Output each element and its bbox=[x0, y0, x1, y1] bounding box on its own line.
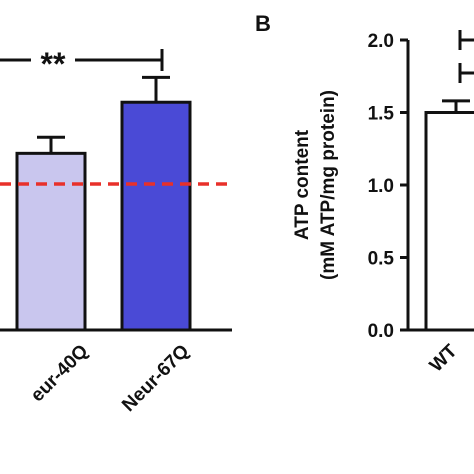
panel-b-bars: WT bbox=[424, 99, 474, 376]
x-tick-label-67q: Neur-67Q bbox=[118, 341, 193, 416]
bar-1 bbox=[120, 100, 192, 332]
panel-a-chart: ** eur-40Q Neur-67Q bbox=[0, 44, 232, 416]
panel-b-chart: B ATP content (mM ATP/mg protein) 0.0 0.5… bbox=[255, 11, 474, 376]
panel-b-bar-0 bbox=[424, 111, 474, 332]
y-axis-label-line1: ATP content bbox=[292, 129, 313, 240]
y-tick-label-4: 2.0 bbox=[368, 31, 394, 52]
panel-b-significance-ticks bbox=[458, 30, 474, 83]
significance-label: ** bbox=[41, 46, 66, 82]
y-tick-label-0: 0.0 bbox=[368, 321, 394, 342]
panel-b-x-tick-label-0: WT bbox=[426, 340, 462, 376]
y-tick-label-1: 0.5 bbox=[368, 249, 395, 270]
y-tick-label-3: 1.5 bbox=[368, 104, 395, 125]
panel-b-label: B bbox=[255, 11, 271, 36]
bracket-label-backdrop bbox=[31, 44, 75, 72]
y-axis-label-line2: (mM ATP/mg protein) bbox=[318, 90, 339, 280]
panel-a-x-axis: eur-40Q Neur-67Q bbox=[0, 328, 232, 416]
panel-a-bars bbox=[15, 75, 192, 332]
y-tick-label-2: 1.0 bbox=[368, 176, 394, 197]
x-tick-label-40q: eur-40Q bbox=[27, 341, 93, 407]
significance-bracket: ** bbox=[0, 44, 164, 82]
bar-0 bbox=[15, 151, 87, 332]
